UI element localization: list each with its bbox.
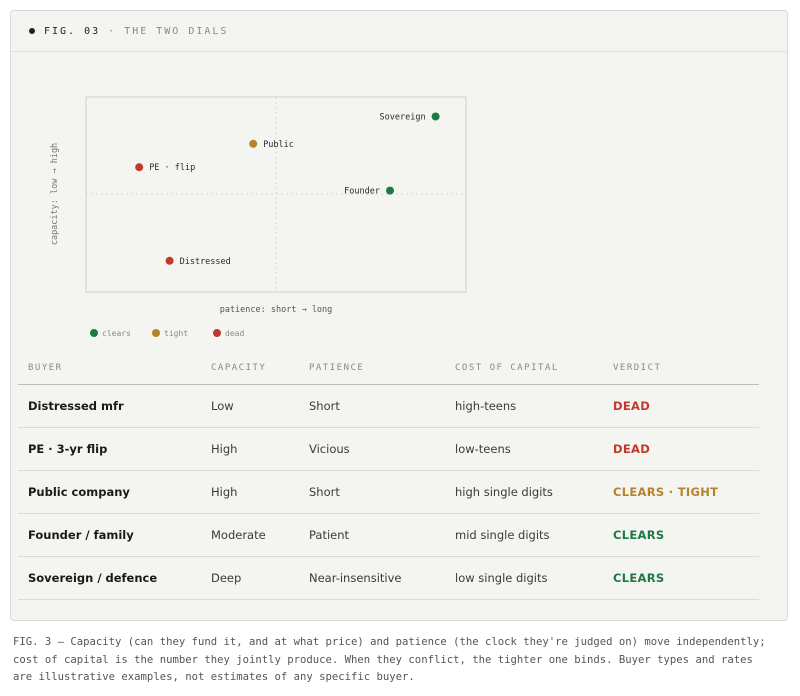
- cell-capacity: Low: [210, 384, 308, 428]
- x-axis-label: patience: short → long: [220, 305, 333, 315]
- cell-verdict: CLEARS · TIGHT: [612, 470, 759, 514]
- legend-marker: [213, 329, 221, 337]
- cell-cost: mid single digits: [454, 513, 612, 557]
- cell-buyer: Sovereign / defence: [18, 556, 210, 600]
- y-axis-label: capacity: low → high: [50, 143, 60, 245]
- cell-verdict: DEAD: [612, 384, 759, 428]
- cell-buyer: Distressed mfr: [18, 384, 210, 428]
- point-label: PE · flip: [149, 163, 195, 173]
- cell-patience: Short: [308, 470, 454, 514]
- cell-verdict: DEAD: [612, 427, 759, 471]
- header-patience: PATIENCE: [308, 352, 454, 385]
- table-row: Sovereign / defence Deep Near-insensitiv…: [18, 556, 759, 600]
- point-label: Public: [263, 140, 294, 150]
- cell-cost: high single digits: [454, 470, 612, 514]
- point-label: Founder: [344, 187, 380, 197]
- cell-capacity: Moderate: [210, 513, 308, 557]
- bullet-icon: [29, 28, 35, 34]
- cell-patience: Patient: [308, 513, 454, 557]
- table-header-row: BUYER CAPACITY PATIENCE COST OF CAPITAL …: [18, 352, 759, 385]
- cell-capacity: High: [210, 470, 308, 514]
- cell-buyer: PE · 3-yr flip: [18, 427, 210, 471]
- table-row: PE · 3-yr flip High Vicious low-teens DE…: [18, 427, 759, 471]
- legend: clears tight dead: [90, 329, 244, 338]
- cell-verdict: CLEARS: [612, 556, 759, 600]
- header-capacity: CAPACITY: [210, 352, 308, 385]
- cell-cost: low single digits: [454, 556, 612, 600]
- cell-buyer: Founder / family: [18, 513, 210, 557]
- legend-label: tight: [164, 329, 188, 338]
- header-buyer: BUYER: [18, 352, 210, 385]
- point-label: Distressed: [180, 257, 231, 267]
- figure-header: FIG. 03 · THE TWO DIALS: [11, 11, 787, 52]
- figure-label: FIG. 03: [44, 25, 101, 37]
- header-verdict: VERDICT: [612, 352, 759, 385]
- cell-patience: Short: [308, 384, 454, 428]
- caption-line: are illustrative examples, not estimates…: [13, 671, 415, 683]
- caption-line: FIG. 3 — Capacity (can they fund it, and…: [13, 636, 766, 648]
- table-row: Distressed mfr Low Short high-teens DEAD: [18, 384, 759, 428]
- data-point: [431, 112, 440, 121]
- table-row: Public company High Short high single di…: [18, 470, 759, 514]
- cell-capacity: High: [210, 427, 308, 471]
- cell-cost: high-teens: [454, 384, 612, 428]
- data-point: [135, 163, 144, 172]
- data-point: [386, 186, 394, 195]
- figure-title: THE TWO DIALS: [124, 25, 229, 37]
- caption-line: cost of capital is the number they joint…: [13, 653, 753, 666]
- legend-label: dead: [225, 329, 244, 338]
- figure-caption: FIG. 3 — Capacity (can they fund it, and…: [13, 634, 789, 687]
- buyer-table: BUYER CAPACITY PATIENCE COST OF CAPITAL …: [18, 352, 759, 600]
- data-point: [249, 139, 258, 148]
- data-points: Sovereign Public PE · flip Founder Distresse…: [135, 112, 440, 267]
- legend-marker: [90, 329, 98, 337]
- data-point: [165, 256, 174, 265]
- table-row: Founder / family Moderate Patient mid si…: [18, 513, 759, 557]
- legend-marker: [152, 329, 160, 337]
- cell-patience: Near-insensitive: [308, 556, 454, 600]
- figure-separator: ·: [108, 25, 117, 37]
- header-cost: COST OF CAPITAL: [454, 352, 612, 385]
- cell-patience: Vicious: [308, 427, 454, 471]
- cell-cost: low-teens: [454, 427, 612, 471]
- cell-buyer: Public company: [18, 470, 210, 514]
- legend-label: clears: [102, 329, 131, 338]
- cell-capacity: Deep: [210, 556, 308, 600]
- scatter-chart: patience: short → long capacity: low → h…: [50, 96, 467, 338]
- cell-verdict: CLEARS: [612, 513, 759, 557]
- point-label: Sovereign: [380, 113, 426, 123]
